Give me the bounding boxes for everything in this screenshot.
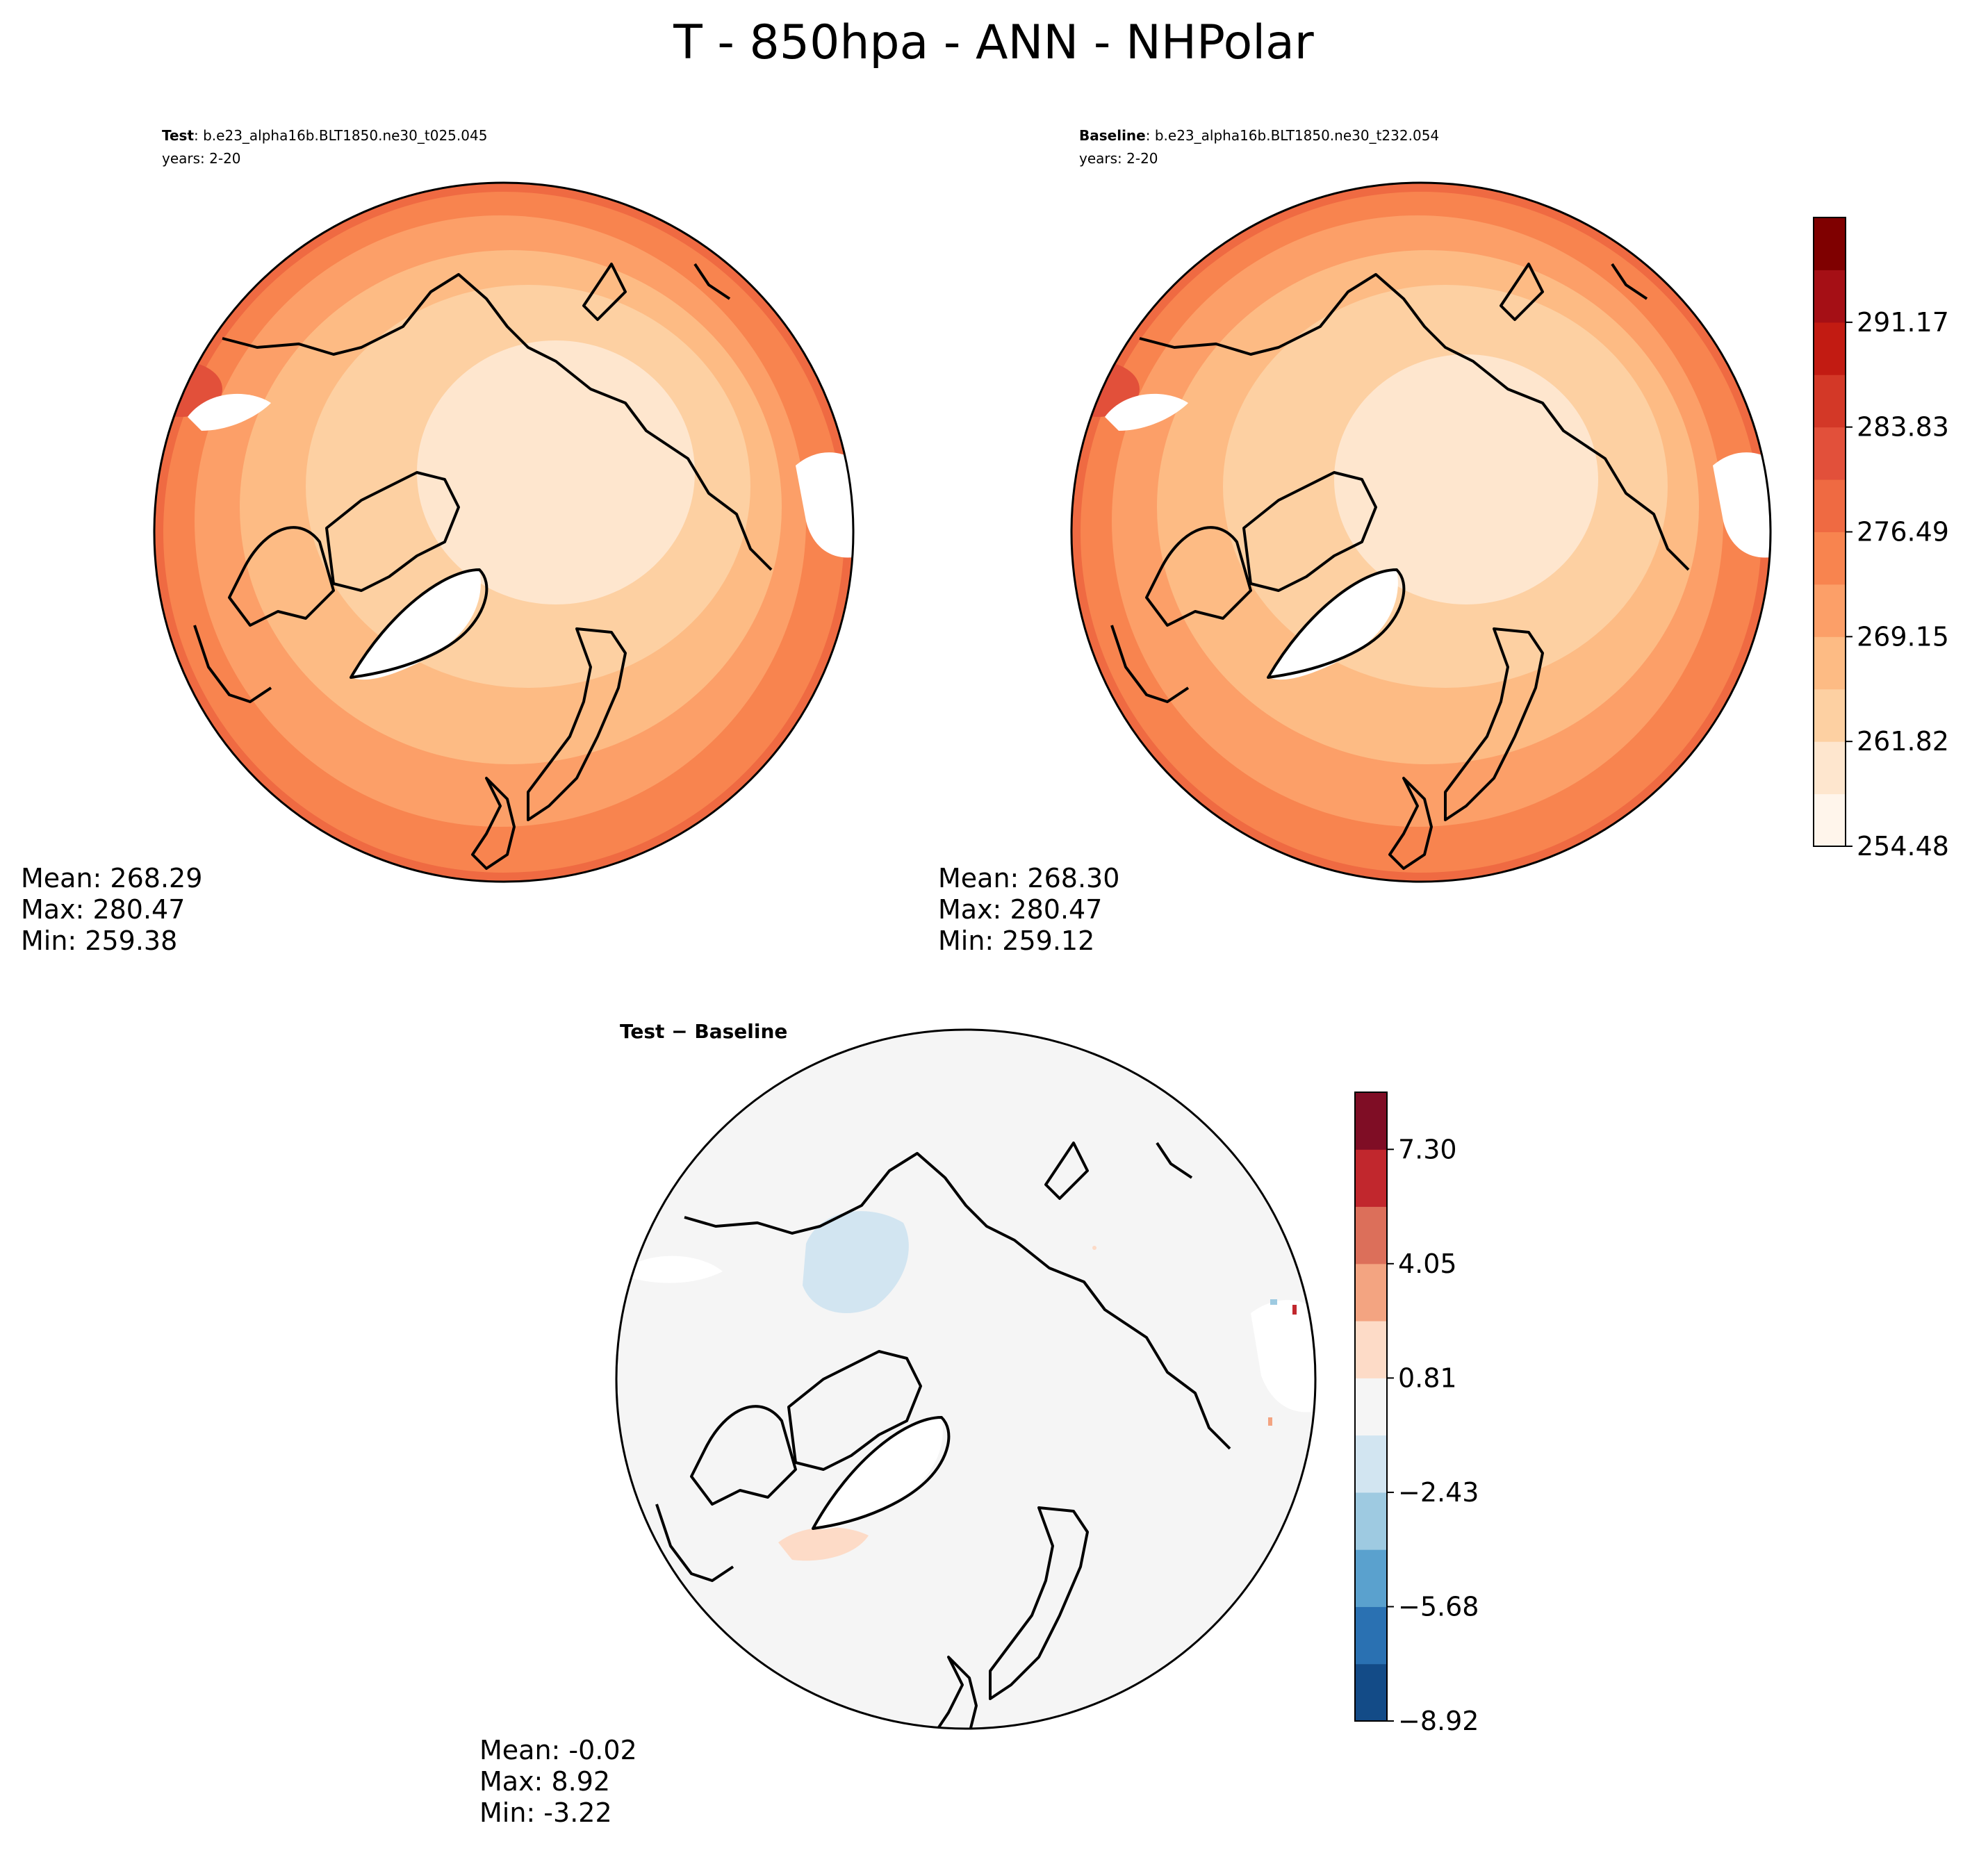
diff-colorbar-segment [1355,1606,1387,1665]
test-min: Min: 259.38 [21,925,177,956]
baseline-panel-header: Baseline: b.e23_alpha16b.BLT1850.ne30_t2… [1079,127,1439,167]
baseline-missing-data [1105,393,1771,680]
baseline-stats: Mean: 268.30 Max: 280.47 Min: 259.12 [938,863,1119,956]
baseline-map-border [1070,181,1772,883]
main-colorbar-segment [1814,479,1846,532]
baseline-mean: Mean: 268.30 [938,863,1119,893]
main-colorbar-segment [1814,689,1846,742]
test-mean: Mean: 268.29 [21,863,202,893]
test-missing-data [188,393,853,680]
diff-colorbar-tick-label: −5.68 [1398,1591,1479,1622]
diff-colorbar-segment [1355,1149,1387,1208]
svg-text:Test: b.e23_alpha16b.BLT1850.n: Test: b.e23_alpha16b.BLT1850.ne30_t025.0… [162,127,487,144]
diff-colorbar-border [1354,1092,1388,1722]
baseline-coastlines [1110,263,1690,870]
diff-colorbar-segment [1355,1321,1387,1378]
diff-colorbar-segment [1355,1663,1387,1722]
main-colorbar-segment [1814,584,1846,637]
diff-colorbar-segment [1355,1092,1387,1150]
baseline-label: Baseline [1079,127,1146,144]
main-colorbar-segment [1814,374,1846,428]
diff-stats: Mean: -0.02 Max: 8.92 Min: -3.22 [479,1735,637,1828]
figure-title: T - 850hpa - ANN - NHPolar [673,15,1314,70]
main-colorbar-tick-label: 254.48 [1857,831,1949,862]
diff-colorbar-segment [1355,1492,1387,1550]
diff-colorbar-tick-label: 7.30 [1398,1134,1457,1164]
test-label: Test [162,127,194,144]
diff-map [616,1030,1315,1729]
test-temperature-field [154,183,853,882]
test-stats: Mean: 268.29 Max: 280.47 Min: 259.38 [21,863,202,956]
test-map [154,183,853,882]
main-colorbar-segment [1814,636,1846,690]
baseline-min: Min: 259.12 [938,925,1094,956]
main-colorbar-tick-label: 291.17 [1857,307,1949,338]
baseline-max: Max: 280.47 [938,894,1102,925]
test-coastlines [193,263,773,870]
diff-colorbar-tick-label: 4.05 [1398,1249,1457,1279]
diff-colorbar-segment [1355,1435,1387,1493]
diff-field [616,1030,1315,1729]
main-colorbar-segment [1814,532,1846,585]
main-colorbar: 254.48 261.82 269.15 276.49 283.83 291.17 [1813,217,1949,862]
main-colorbar-tick-label: 269.15 [1857,621,1949,652]
diff-colorbar-segment [1355,1378,1387,1436]
baseline-map [1071,183,1771,882]
main-colorbar-tick-label: 261.82 [1857,726,1949,757]
svg-text:Baseline: b.e23_alpha16b.BLT18: Baseline: b.e23_alpha16b.BLT1850.ne30_t2… [1079,127,1439,144]
test-years: years: 2-20 [162,150,241,167]
main-colorbar-segment [1814,322,1846,375]
main-colorbar-segment [1814,793,1846,847]
diff-mean: Mean: -0.02 [479,1735,637,1765]
diff-colorbar-tick-label: −2.43 [1398,1477,1479,1508]
baseline-years: years: 2-20 [1079,150,1158,167]
diff-panel-title: Test − Baseline [620,1020,787,1043]
diff-colorbar-segment [1355,1263,1387,1321]
baseline-temperature-field [1071,183,1771,882]
main-colorbar-tick-label: 276.49 [1857,517,1949,547]
diff-colorbar: −8.92 −5.68 −2.43 0.81 4.05 7.30 [1354,1092,1479,1736]
test-max: Max: 280.47 [21,894,185,925]
test-panel-header: Test: b.e23_alpha16b.BLT1850.ne30_t025.0… [162,127,487,167]
diff-map-border [615,1028,1317,1730]
main-colorbar-segment [1814,217,1846,270]
diff-coastlines [655,1142,1231,1729]
diff-colorbar-segment [1355,1206,1387,1265]
baseline-case-name: : b.e23_alpha16b.BLT1850.ne30_t232.054 [1146,127,1439,144]
main-colorbar-segment [1814,270,1846,323]
diff-colorbar-tick-label: 0.81 [1398,1362,1457,1393]
main-colorbar-segment [1814,427,1846,480]
diff-max: Max: 8.92 [479,1766,610,1797]
diff-colorbar-tick-label: −8.92 [1398,1706,1479,1736]
test-map-border [153,181,855,883]
diff-colorbar-segment [1355,1549,1387,1607]
diff-min: Min: -3.22 [479,1797,612,1828]
main-colorbar-segment [1814,741,1846,795]
test-case-name: : b.e23_alpha16b.BLT1850.ne30_t025.045 [194,127,487,144]
main-colorbar-tick-label: 283.83 [1857,412,1949,443]
